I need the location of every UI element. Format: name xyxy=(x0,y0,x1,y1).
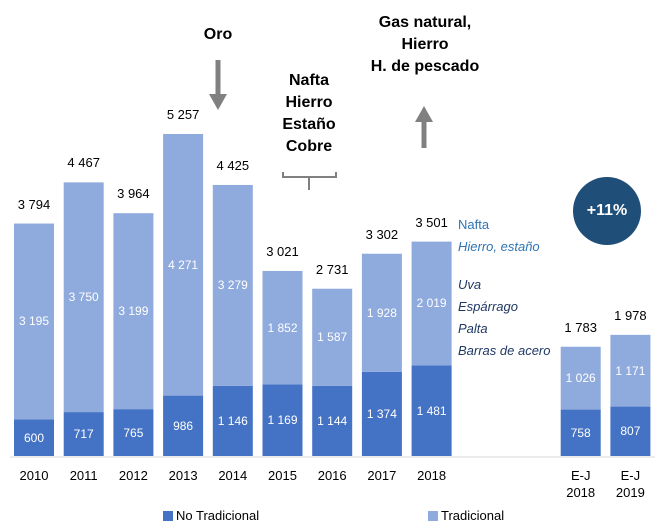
total-label: 3 794 xyxy=(17,196,51,212)
data-label: 4 271 xyxy=(168,257,199,272)
bar-segment xyxy=(262,384,303,456)
x-tick-label: 2016 xyxy=(317,468,347,483)
x-tick-label: 2018 xyxy=(417,468,447,483)
bar-segment xyxy=(560,346,601,410)
x-tick-label: 2017 xyxy=(367,468,397,483)
total-label: 3 964 xyxy=(117,186,150,202)
data-label: 717 xyxy=(73,427,94,442)
annotation: Nafta Hierro Estaño Cobre xyxy=(282,72,336,155)
data-label: 1 928 xyxy=(366,305,397,320)
data-label: 765 xyxy=(123,425,144,440)
x-tick-label: 2012 xyxy=(118,468,148,483)
bar-segment xyxy=(212,184,253,386)
x-tick-label: E-J 2018 xyxy=(566,468,596,500)
bar-segment xyxy=(14,223,54,420)
legend-swatch xyxy=(163,511,173,521)
data-label: 1 374 xyxy=(366,406,397,421)
total-label: 3 501 xyxy=(415,214,448,230)
annotation: Oro xyxy=(203,26,233,43)
bar-segment xyxy=(113,409,154,456)
badge xyxy=(573,177,641,245)
data-label: 1 026 xyxy=(565,371,596,386)
total-label: 4 425 xyxy=(216,157,250,173)
bar-segment xyxy=(63,182,104,413)
bar-segment xyxy=(262,270,303,385)
bar-segment xyxy=(312,385,353,456)
data-label: 3 279 xyxy=(217,278,248,293)
data-label: 758 xyxy=(570,425,591,440)
arrow-head xyxy=(415,106,433,122)
bar-segment xyxy=(361,253,402,372)
annotation: +11% xyxy=(586,202,628,219)
bar-segment xyxy=(163,134,204,396)
bar-segment xyxy=(113,213,154,410)
bar-segment xyxy=(560,409,601,456)
total-label: 1 783 xyxy=(564,319,597,335)
total-label: 5 257 xyxy=(166,107,200,122)
note: Uva xyxy=(458,277,482,292)
note: Palta xyxy=(458,321,488,336)
data-label: 3 195 xyxy=(18,314,50,329)
x-tick-label: 2010 xyxy=(19,468,49,483)
data-label: 3 199 xyxy=(118,304,149,319)
legend-label: No Tradicional xyxy=(176,508,260,523)
annotation: Gas natural, Hierro H. de pescado xyxy=(370,14,480,75)
data-label: 1 481 xyxy=(416,403,447,418)
data-label: 1 587 xyxy=(317,330,348,345)
data-label: 2 019 xyxy=(416,296,447,311)
data-label: 3 750 xyxy=(68,290,99,305)
total-label: 3 021 xyxy=(266,243,299,259)
bar-segment xyxy=(63,412,104,456)
data-label: 807 xyxy=(620,424,641,439)
bar-segment xyxy=(610,406,651,456)
bar-segment xyxy=(14,419,54,456)
total-label: 3 302 xyxy=(365,226,399,242)
bar-segment xyxy=(411,365,452,456)
legend-swatch xyxy=(428,511,438,521)
x-tick-label: 2011 xyxy=(69,468,98,483)
data-label: 1 171 xyxy=(615,363,646,378)
note: Nafta xyxy=(458,217,490,232)
bar-segment xyxy=(361,371,402,456)
x-tick-label: 2015 xyxy=(268,468,297,483)
total-label: 4 467 xyxy=(67,155,100,171)
x-tick-label: 2014 xyxy=(218,468,248,483)
note: Espárrago xyxy=(458,299,518,314)
note: Barras de acero xyxy=(458,343,551,358)
total-label: 2 731 xyxy=(315,261,349,277)
data-label: 1 169 xyxy=(267,413,298,428)
total-label: 1 978 xyxy=(614,307,647,323)
arrow-head xyxy=(209,94,227,110)
note: Hierro, estaño xyxy=(458,239,540,254)
data-label: 1 144 xyxy=(317,413,348,428)
data-label: 600 xyxy=(23,430,45,445)
bracket xyxy=(282,172,337,190)
data-label: 1 852 xyxy=(267,320,298,335)
bar-segment xyxy=(610,334,651,407)
x-tick-label: E-J 2019 xyxy=(615,468,645,500)
data-label: 1 146 xyxy=(217,413,248,428)
x-tick-label: 2013 xyxy=(168,468,198,483)
bar-segment xyxy=(312,288,353,386)
bar-segment xyxy=(411,241,452,366)
legend-label: Tradicional xyxy=(441,508,505,523)
data-label: 986 xyxy=(173,418,194,433)
bar-segment xyxy=(212,385,253,456)
bar-segment xyxy=(163,395,204,456)
